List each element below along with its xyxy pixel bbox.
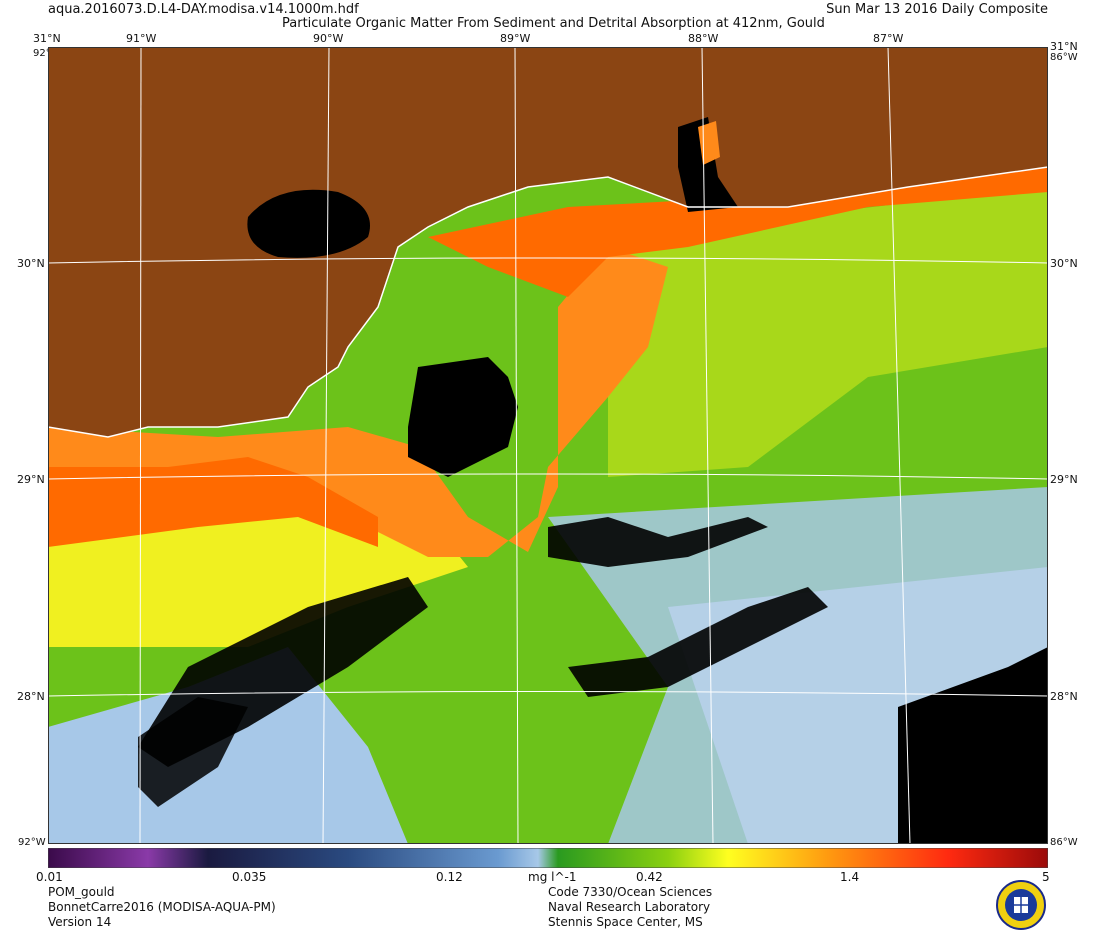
corner-label-top-right: 86°W [1050, 52, 1078, 63]
colorbar-tick-label: 0.01 [36, 870, 63, 884]
colorbar-tick-label: 5 [1042, 870, 1050, 884]
orange-plume-north [428, 167, 1048, 297]
cloud-streak-1 [548, 517, 768, 567]
lon-label-top: 88°W [688, 32, 719, 45]
lat-label-left: 29°N [17, 473, 45, 486]
graticule [48, 47, 1048, 844]
corner-label-bottom-right: 86°W [1050, 837, 1078, 848]
map-title: Particulate Organic Matter From Sediment… [282, 16, 825, 31]
nrl-seal-icon [996, 880, 1046, 930]
cloud-streak-2 [568, 587, 828, 697]
footer-project: BonnetCarre2016 (MODISA-AQUA-PM) [48, 900, 276, 914]
footer-lab: Naval Research Laboratory [548, 900, 711, 914]
file-name: aqua.2016073.D.L4-DAY.modisa.v14.1000m.h… [48, 2, 359, 17]
colorbar-units: mg l^-1 [528, 870, 577, 884]
orange-plume-core [48, 457, 378, 547]
lake-pontchartrain [247, 189, 370, 258]
colorbar-tick-label: 0.035 [232, 870, 267, 884]
lat-label-left: 30°N [17, 257, 45, 270]
colorbar-tick-label: 0.12 [436, 870, 463, 884]
composite-date: Sun Mar 13 2016 Daily Composite [826, 2, 1048, 17]
lon-label-top: 91°W [126, 32, 157, 45]
lon-label-top: 87°W [873, 32, 904, 45]
cloud-patch-delta [408, 357, 518, 477]
lat-label-left: 28°N [17, 690, 45, 703]
colorbar [48, 848, 1048, 868]
lat-label-top-right: 31°N [1050, 40, 1078, 53]
lon-label-top: 90°W [313, 32, 344, 45]
lat-label-right: 28°N [1050, 690, 1078, 703]
pom-concentration-map [48, 47, 1048, 844]
footer-product: POM_gould [48, 885, 115, 899]
footer-location: Stennis Space Center, MS [548, 915, 703, 929]
land-area [48, 47, 1048, 437]
lat-label-right: 29°N [1050, 473, 1078, 486]
colorbar-tick-label: 0.42 [636, 870, 663, 884]
yellow-green-water [608, 187, 1048, 477]
map-frame [48, 47, 1048, 844]
footer-code: Code 7330/Ocean Sciences [548, 885, 713, 899]
lat-label-right: 30°N [1050, 257, 1078, 270]
corner-label-top-left: 92°W [33, 48, 61, 59]
cloud-patch-se [898, 647, 1048, 844]
footer-version: Version 14 [48, 915, 112, 929]
lon-label-top: 89°W [500, 32, 531, 45]
corner-label-bottom-left: 92°W [18, 837, 46, 848]
mobile-bay [678, 117, 738, 212]
cloud-patch-sw [138, 697, 248, 807]
lat-label-top-left: 31°N [33, 32, 61, 45]
colorbar-tick-label: 1.4 [840, 870, 860, 884]
